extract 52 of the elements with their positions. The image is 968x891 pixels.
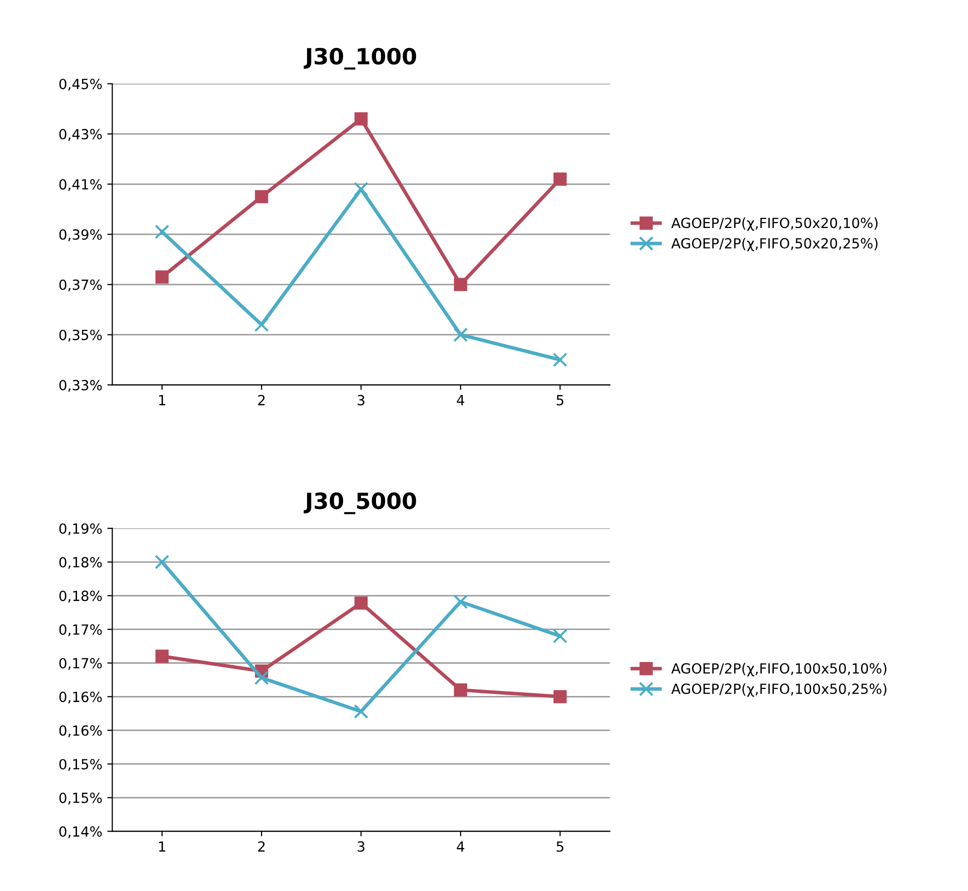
point [154, 224, 170, 240]
point [354, 182, 368, 196]
point [553, 690, 567, 704]
x-tick-label: 4 [456, 841, 464, 852]
point [552, 352, 568, 368]
y-tick-label: 0,18% [59, 590, 102, 603]
x-tick-label: 1 [159, 841, 166, 852]
y-tick-label: 0,17% [59, 658, 102, 670]
point [453, 594, 468, 610]
y-tick-label: 0,33% [59, 380, 102, 392]
legend-label: AGOEP/2P(χ,FIFO,100x50,25%) [671, 683, 886, 697]
y-tick-label: 0,17% [59, 624, 102, 636]
point [155, 650, 169, 663]
y-tick-label: 0,19% [59, 523, 102, 536]
y-tick-label: 0,37% [59, 279, 102, 292]
y-tick-label: 0,35% [59, 330, 102, 342]
x-tick-label: 5 [556, 395, 564, 406]
y-tick-label: 0,18% [59, 556, 102, 569]
x-tick-label: 4 [456, 395, 464, 406]
y-tick-label: 0,16% [59, 725, 102, 738]
y-tick-label: 0,43% [59, 128, 102, 141]
point [155, 270, 169, 284]
legend-label: AGOEP/2P(χ,FIFO,100x50,10%) [671, 662, 886, 676]
y-tick-label: 0,15% [59, 758, 102, 771]
point [254, 317, 269, 332]
y-tick-label: 0,16% [59, 692, 102, 704]
point [354, 704, 368, 719]
y-tick-label: 0,14% [59, 826, 102, 838]
point [154, 554, 170, 570]
point [453, 327, 468, 342]
legend-label: AGOEP/2P(χ,FIFO,50x20,25%) [671, 238, 878, 252]
point [354, 596, 368, 610]
point [552, 628, 568, 644]
y-tick-label: 0,45% [59, 78, 102, 91]
x-tick-label: 1 [159, 395, 166, 406]
point [354, 112, 368, 126]
chart-title: J30_5000 [304, 492, 416, 514]
point [254, 670, 269, 686]
point [454, 683, 468, 697]
x-tick-label: 2 [258, 841, 265, 852]
point [254, 190, 268, 204]
point [553, 172, 567, 186]
point [454, 278, 468, 292]
chart-title: J30_1000 [304, 48, 416, 70]
x-tick-label: 3 [358, 841, 364, 852]
x-tick-label: 5 [556, 841, 564, 852]
x-tick-label: 3 [358, 394, 364, 406]
y-tick-label: 0,41% [59, 179, 102, 192]
legend-label: AGOEP/2P(χ,FIFO,50x20,10%) [671, 217, 878, 231]
x-tick-label: 2 [258, 394, 265, 406]
y-tick-label: 0,39% [59, 229, 102, 242]
y-tick-label: 0,15% [59, 792, 102, 805]
